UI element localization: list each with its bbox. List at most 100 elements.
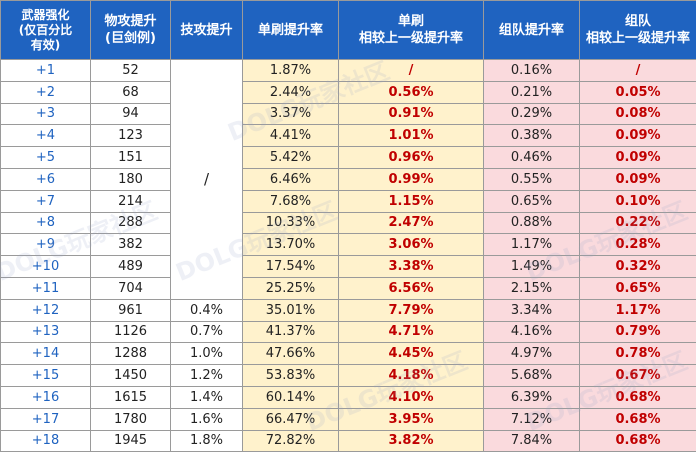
solo-increment-cell: 3.06%	[338, 233, 484, 257]
solo-rate-cell: 1.87%	[242, 59, 339, 82]
table-row: +4 123 4.41% 1.01% 0.38% 0.09%	[0, 124, 696, 148]
team-increment-cell: 0.68%	[579, 407, 696, 431]
level-cell: +5	[0, 146, 91, 169]
solo-rate-cell: 25.25%	[242, 276, 339, 300]
physical-attack-cell: 1288	[90, 342, 171, 366]
solo-rate-cell: 66.47%	[242, 407, 339, 431]
team-increment-cell: 0.68%	[579, 429, 696, 453]
table-row: +16 1615 1.4% 60.14% 4.10% 6.39% 0.68%	[0, 385, 696, 409]
solo-rate-cell: 72.82%	[242, 429, 339, 453]
solo-rate-cell: 53.83%	[242, 364, 339, 387]
team-increment-cell: 0.68%	[579, 385, 696, 409]
table-row: +18 1945 1.8% 72.82% 3.82% 7.84% 0.68%	[0, 429, 696, 453]
solo-rate-cell: 13.70%	[242, 233, 339, 257]
table-row: +5 151 5.42% 0.96% 0.46% 0.09%	[0, 146, 696, 169]
header-solo-rate: 单刷提升率	[242, 0, 339, 60]
solo-increment-cell: 1.01%	[338, 124, 484, 148]
team-rate-cell: 7.12%	[483, 407, 580, 431]
skill-attack-merged-cell: /	[170, 59, 243, 300]
physical-attack-cell: 961	[90, 298, 171, 322]
team-rate-cell: 4.16%	[483, 320, 580, 344]
solo-rate-cell: 47.66%	[242, 342, 339, 366]
header-solo-increment-line1: 单刷	[397, 14, 424, 29]
level-cell: +15	[0, 364, 91, 387]
level-cell: +9	[0, 233, 91, 257]
physical-attack-cell: 382	[90, 233, 171, 257]
team-rate-cell: 0.55%	[483, 167, 580, 191]
solo-rate-cell: 10.33%	[242, 211, 339, 235]
header-team-increment-line1: 组队	[624, 14, 651, 29]
header-physical-attack: 物攻提升 (巨剑例)	[90, 0, 171, 60]
team-rate-cell: 6.39%	[483, 385, 580, 409]
level-cell: +10	[0, 255, 91, 278]
physical-attack-cell: 1126	[90, 320, 171, 344]
team-increment-cell: 0.28%	[579, 233, 696, 257]
table-row: +3 94 3.37% 0.91% 0.29% 0.08%	[0, 102, 696, 126]
header-physical-attack-line1: 物攻提升	[104, 14, 157, 29]
team-increment-cell: 0.67%	[579, 364, 696, 387]
level-cell: +13	[0, 320, 91, 344]
level-cell: +16	[0, 385, 91, 409]
team-rate-cell: 5.68%	[483, 364, 580, 387]
solo-increment-cell: 6.56%	[338, 276, 484, 300]
table-row: +9 382 13.70% 3.06% 1.17% 0.28%	[0, 233, 696, 257]
team-increment-cell: 0.09%	[579, 167, 696, 191]
level-cell: +14	[0, 342, 91, 366]
table-row: +6 180 6.46% 0.99% 0.55% 0.09%	[0, 167, 696, 191]
solo-rate-cell: 7.68%	[242, 189, 339, 213]
level-cell: +4	[0, 124, 91, 148]
solo-increment-cell: 7.79%	[338, 298, 484, 322]
team-increment-cell: 0.05%	[579, 80, 696, 104]
table-row: +8 288 10.33% 2.47% 0.88% 0.22%	[0, 211, 696, 235]
team-rate-cell: 7.84%	[483, 429, 580, 453]
solo-rate-cell: 6.46%	[242, 167, 339, 191]
team-rate-cell: 1.49%	[483, 255, 580, 278]
team-rate-cell: 0.88%	[483, 211, 580, 235]
team-increment-cell: 0.08%	[579, 102, 696, 126]
solo-rate-cell: 17.54%	[242, 255, 339, 278]
team-rate-cell: 2.15%	[483, 276, 580, 300]
physical-attack-cell: 704	[90, 276, 171, 300]
level-cell: +3	[0, 102, 91, 126]
team-increment-cell: 0.09%	[579, 146, 696, 169]
solo-increment-cell: /	[338, 59, 484, 82]
team-increment-cell: 0.09%	[579, 124, 696, 148]
team-rate-cell: 3.34%	[483, 298, 580, 322]
header-skill-attack: 技攻提升	[170, 0, 243, 60]
team-increment-cell: 0.10%	[579, 189, 696, 213]
solo-rate-cell: 5.42%	[242, 146, 339, 169]
header-team-rate: 组队提升率	[483, 0, 580, 60]
physical-attack-cell: 489	[90, 255, 171, 278]
level-cell: +11	[0, 276, 91, 300]
team-increment-cell: 0.78%	[579, 342, 696, 366]
solo-increment-cell: 2.47%	[338, 211, 484, 235]
physical-attack-cell: 1780	[90, 407, 171, 431]
solo-increment-cell: 1.15%	[338, 189, 484, 213]
table-row: +14 1288 1.0% 47.66% 4.45% 4.97% 0.78%	[0, 342, 696, 366]
skill-attack-cell: 1.0%	[170, 342, 243, 366]
table-row: +12 961 0.4% 35.01% 7.79% 3.34% 1.17%	[0, 298, 696, 322]
physical-attack-cell: 94	[90, 102, 171, 126]
skill-attack-cell: 1.2%	[170, 364, 243, 387]
table-body: +1 52/1.87%/0.16% / +2 68 2.44% 0.56% 0.21% 0.05…	[0, 59, 696, 453]
team-increment-cell: 1.17%	[579, 298, 696, 322]
solo-increment-cell: 3.82%	[338, 429, 484, 453]
solo-rate-cell: 3.37%	[242, 102, 339, 126]
solo-increment-cell: 3.38%	[338, 255, 484, 278]
team-rate-cell: 0.16%	[483, 59, 580, 82]
level-cell: +12	[0, 298, 91, 322]
solo-increment-cell: 4.45%	[338, 342, 484, 366]
level-cell: +8	[0, 211, 91, 235]
physical-attack-cell: 52	[90, 59, 171, 82]
solo-increment-cell: 0.99%	[338, 167, 484, 191]
solo-increment-cell: 4.10%	[338, 385, 484, 409]
team-rate-cell: 1.17%	[483, 233, 580, 257]
table-row: +11 704 25.25% 6.56% 2.15% 0.65%	[0, 276, 696, 300]
team-increment-cell: 0.22%	[579, 211, 696, 235]
table-row: +13 1126 0.7% 41.37% 4.71% 4.16% 0.79%	[0, 320, 696, 344]
level-cell: +17	[0, 407, 91, 431]
table-row: +7 214 7.68% 1.15% 0.65% 0.10%	[0, 189, 696, 213]
solo-increment-cell: 0.91%	[338, 102, 484, 126]
physical-attack-cell: 1945	[90, 429, 171, 453]
